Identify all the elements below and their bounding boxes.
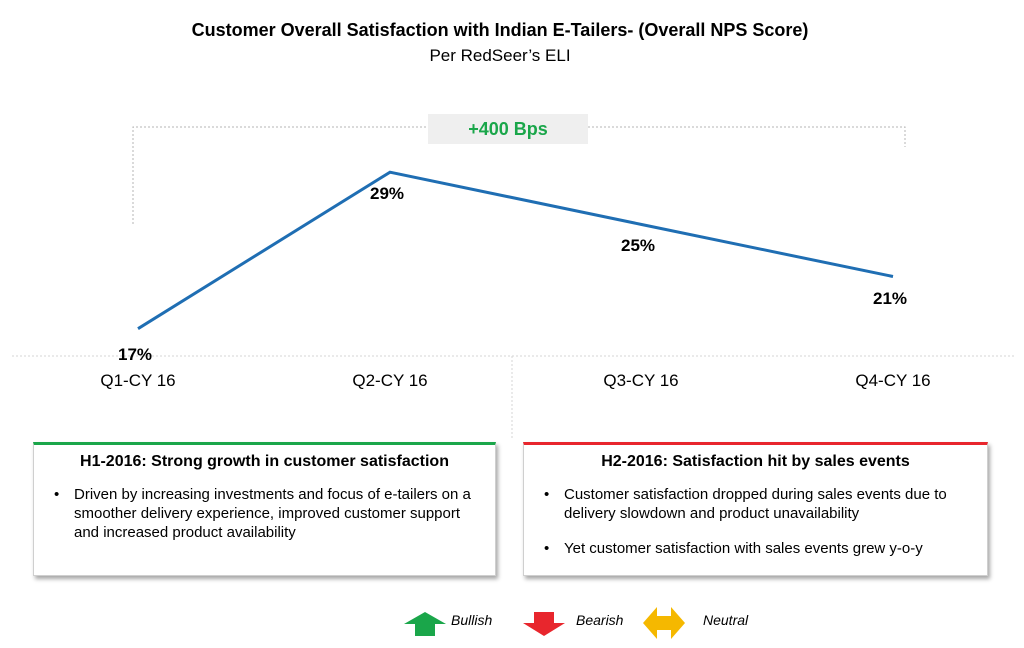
arrow-up-icon bbox=[404, 612, 446, 636]
chart-subtitle: Per RedSeer’s ELI bbox=[429, 46, 571, 65]
h2-panel: H2-2016: Satisfaction hit by sales event… bbox=[523, 442, 988, 576]
x-tick-label: Q3-CY 16 bbox=[603, 371, 679, 390]
legend-label-neutral: Neutral bbox=[703, 612, 749, 628]
legend-label-bullish: Bullish bbox=[451, 612, 493, 628]
h1-panel-heading: H1-2016: Strong growth in customer satis… bbox=[80, 453, 449, 470]
h1-panel: H1-2016: Strong growth in customer satis… bbox=[33, 442, 496, 576]
data-label: 17% bbox=[118, 344, 153, 364]
arrow-down-icon bbox=[523, 612, 565, 636]
bracket-line bbox=[132, 126, 906, 224]
line-chart bbox=[12, 126, 1016, 440]
x-tick-label: Q2-CY 16 bbox=[352, 371, 428, 390]
data-label: 25% bbox=[621, 236, 656, 256]
nps-series-line bbox=[137, 170, 894, 330]
x-tick-label: Q4-CY 16 bbox=[855, 371, 931, 390]
h2-bullet-item: Yet customer satisfaction with sales eve… bbox=[544, 539, 987, 558]
h1-bullet-list: Driven by increasing investments and foc… bbox=[34, 485, 495, 542]
data-label: 29% bbox=[370, 184, 405, 204]
data-label: 21% bbox=[873, 288, 908, 308]
h1-bullet-item: Driven by increasing investments and foc… bbox=[54, 485, 495, 542]
chart-title: Customer Overall Satisfaction with India… bbox=[191, 20, 809, 40]
arrow-left-right-icon bbox=[643, 607, 685, 639]
x-tick-label: Q1-CY 16 bbox=[100, 371, 176, 390]
growth-annotation: +400 Bps bbox=[428, 114, 588, 144]
h2-panel-heading: H2-2016: Satisfaction hit by sales event… bbox=[601, 453, 910, 470]
h2-bullet-list: Customer satisfaction dropped during sal… bbox=[524, 485, 987, 558]
legend-label-bearish: Bearish bbox=[576, 612, 624, 628]
h2-bullet-item: Customer satisfaction dropped during sal… bbox=[544, 485, 987, 523]
